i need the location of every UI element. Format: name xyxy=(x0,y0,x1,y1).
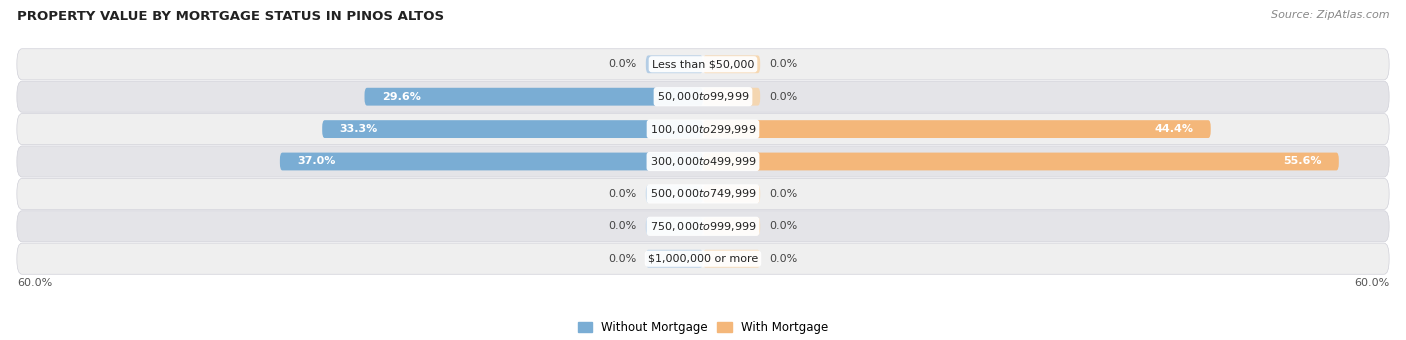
FancyBboxPatch shape xyxy=(17,114,1389,144)
Text: 0.0%: 0.0% xyxy=(769,59,797,69)
Text: 0.0%: 0.0% xyxy=(769,189,797,199)
Text: Source: ZipAtlas.com: Source: ZipAtlas.com xyxy=(1271,10,1389,20)
FancyBboxPatch shape xyxy=(645,185,703,203)
Text: $100,000 to $299,999: $100,000 to $299,999 xyxy=(650,123,756,136)
FancyBboxPatch shape xyxy=(17,49,1389,80)
Text: Less than $50,000: Less than $50,000 xyxy=(652,59,754,69)
Text: 44.4%: 44.4% xyxy=(1154,124,1194,134)
FancyBboxPatch shape xyxy=(17,178,1389,209)
FancyBboxPatch shape xyxy=(703,88,761,106)
Text: 60.0%: 60.0% xyxy=(1354,278,1389,288)
FancyBboxPatch shape xyxy=(17,146,1389,177)
FancyBboxPatch shape xyxy=(17,243,1389,274)
FancyBboxPatch shape xyxy=(703,153,1339,170)
Text: $300,000 to $499,999: $300,000 to $499,999 xyxy=(650,155,756,168)
FancyBboxPatch shape xyxy=(17,211,1389,242)
FancyBboxPatch shape xyxy=(703,185,761,203)
FancyBboxPatch shape xyxy=(645,217,703,235)
Text: 0.0%: 0.0% xyxy=(769,221,797,231)
Text: $500,000 to $749,999: $500,000 to $749,999 xyxy=(650,187,756,200)
Text: 0.0%: 0.0% xyxy=(609,221,637,231)
Text: $750,000 to $999,999: $750,000 to $999,999 xyxy=(650,220,756,233)
FancyBboxPatch shape xyxy=(703,55,761,73)
FancyBboxPatch shape xyxy=(703,217,761,235)
Text: PROPERTY VALUE BY MORTGAGE STATUS IN PINOS ALTOS: PROPERTY VALUE BY MORTGAGE STATUS IN PIN… xyxy=(17,10,444,23)
Text: 0.0%: 0.0% xyxy=(609,254,637,264)
Text: 0.0%: 0.0% xyxy=(769,254,797,264)
Text: 37.0%: 37.0% xyxy=(297,156,336,167)
Text: 29.6%: 29.6% xyxy=(381,92,420,102)
FancyBboxPatch shape xyxy=(645,55,703,73)
Text: $50,000 to $99,999: $50,000 to $99,999 xyxy=(657,90,749,103)
Text: 55.6%: 55.6% xyxy=(1284,156,1322,167)
Text: 0.0%: 0.0% xyxy=(609,59,637,69)
Text: 0.0%: 0.0% xyxy=(769,92,797,102)
FancyBboxPatch shape xyxy=(703,120,1211,138)
Text: 60.0%: 60.0% xyxy=(17,278,52,288)
FancyBboxPatch shape xyxy=(322,120,703,138)
FancyBboxPatch shape xyxy=(645,250,703,268)
Text: 33.3%: 33.3% xyxy=(339,124,378,134)
Legend: Without Mortgage, With Mortgage: Without Mortgage, With Mortgage xyxy=(578,321,828,334)
FancyBboxPatch shape xyxy=(703,250,761,268)
FancyBboxPatch shape xyxy=(280,153,703,170)
FancyBboxPatch shape xyxy=(364,88,703,106)
FancyBboxPatch shape xyxy=(17,81,1389,112)
Text: $1,000,000 or more: $1,000,000 or more xyxy=(648,254,758,264)
Text: 0.0%: 0.0% xyxy=(609,189,637,199)
